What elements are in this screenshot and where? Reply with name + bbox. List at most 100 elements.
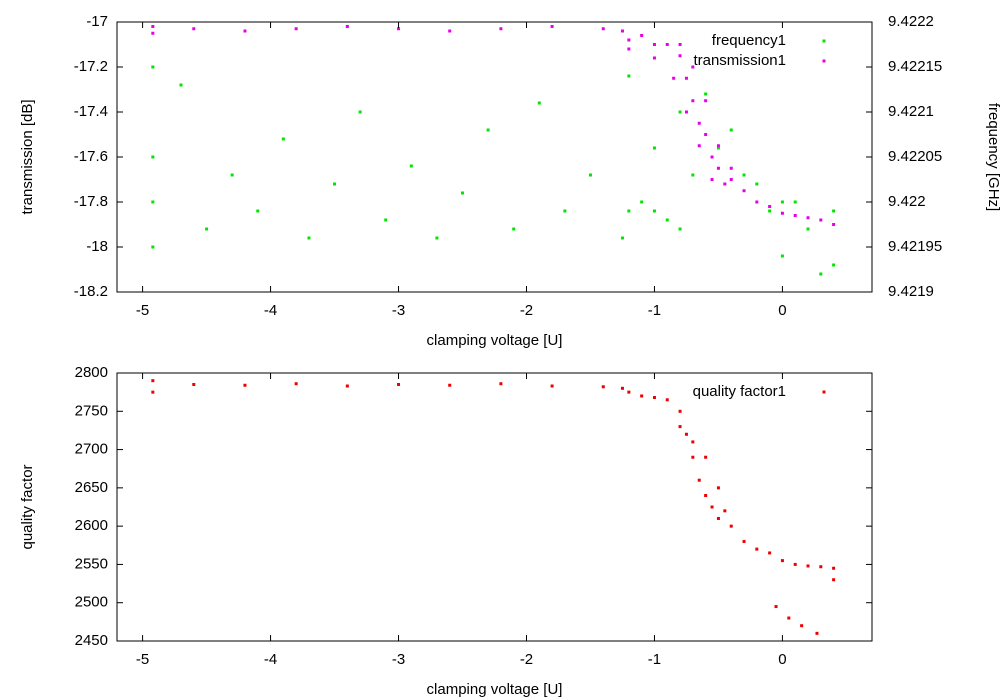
data-point [723,509,727,513]
data-point [684,110,688,114]
data-point [230,173,234,177]
data-point [665,398,669,402]
data-point [684,432,688,436]
data-point [192,382,196,386]
data-point [819,272,823,276]
x-tick-label: -2 [520,651,533,668]
x-tick-label: 0 [778,302,786,319]
data-point [588,173,592,177]
y-axis-label: quality factor [19,464,36,549]
data-point [678,54,682,58]
data-point [710,505,714,509]
data-point [672,76,676,80]
data-point [151,31,155,35]
x-tick-label: -5 [136,302,149,319]
data-point [620,386,624,390]
data-point [151,245,155,249]
x-tick-label: -4 [264,651,277,668]
data-point [627,74,631,78]
x-tick-label: -1 [648,651,661,668]
data-point [832,209,836,213]
y-tick-label: -17.4 [74,103,108,120]
data-point [151,155,155,159]
data-point [832,263,836,267]
y-tick-label: -18 [86,238,108,255]
y2-tick-label: 9.42215 [888,58,942,75]
data-point [815,631,819,635]
data-point [755,547,759,551]
data-point [819,565,823,569]
legend-symbol [822,39,826,43]
x-tick-label: -3 [392,302,405,319]
data-point [780,211,784,215]
data-point [294,382,298,386]
data-point [627,209,631,213]
data-point [435,236,439,240]
data-point [448,29,452,33]
data-point [710,155,714,159]
data-point [627,38,631,42]
data-point [358,110,362,114]
data-point [768,205,772,208]
y-tick-label: 2750 [75,402,108,419]
data-point [742,173,746,177]
data-point [768,551,772,555]
data-point [345,384,349,388]
x-axis-label: clamping voltage [U] [427,681,563,698]
data-point [652,43,656,46]
data-point [563,209,567,213]
data-point [832,566,836,570]
data-point [716,516,720,520]
data-point [793,200,797,204]
data-point [697,144,701,148]
data-point [243,29,247,33]
x-tick-label: -4 [264,302,277,319]
data-point [409,164,413,168]
data-point [652,209,656,213]
data-point [537,101,541,105]
data-point [806,564,810,568]
data-point [684,76,688,80]
y-tick-label: -17.8 [74,193,108,210]
y2-tick-label: 9.4221 [888,103,934,120]
data-point [384,218,388,222]
data-point [461,191,465,195]
legend-label: transmission1 [693,52,786,69]
data-point [192,27,196,31]
data-point [151,200,155,204]
data-point [793,562,797,566]
data-point [723,182,727,186]
legend-symbol [822,390,826,394]
y-tick-label: 2550 [75,555,108,572]
data-point [640,34,644,37]
data-point [729,178,733,181]
y2-axis-label: frequency [GHz] [985,103,1000,211]
data-point [345,25,349,28]
data-point [742,189,746,193]
data-point [704,133,708,136]
y-tick-label: 2600 [75,517,108,534]
data-point [665,43,669,46]
x-tick-label: -3 [392,651,405,668]
data-point [787,616,791,620]
data-point [397,382,401,386]
data-point [780,559,784,563]
data-point [652,396,656,400]
y2-tick-label: 9.422 [888,193,926,210]
y2-tick-label: 9.42205 [888,148,942,165]
data-point [151,65,155,69]
y-tick-label: -18.2 [74,283,108,300]
data-point [716,146,720,150]
data-point [704,99,708,103]
data-point [307,236,311,240]
data-point [710,178,714,181]
data-point [691,455,695,459]
data-point [716,144,720,148]
y-tick-label: 2450 [75,632,108,649]
y2-tick-label: 9.42195 [888,238,942,255]
data-point [333,182,337,186]
legend-label: quality factor1 [693,383,786,400]
x-tick-label: -2 [520,302,533,319]
data-point [704,455,708,459]
data-point [620,236,624,240]
